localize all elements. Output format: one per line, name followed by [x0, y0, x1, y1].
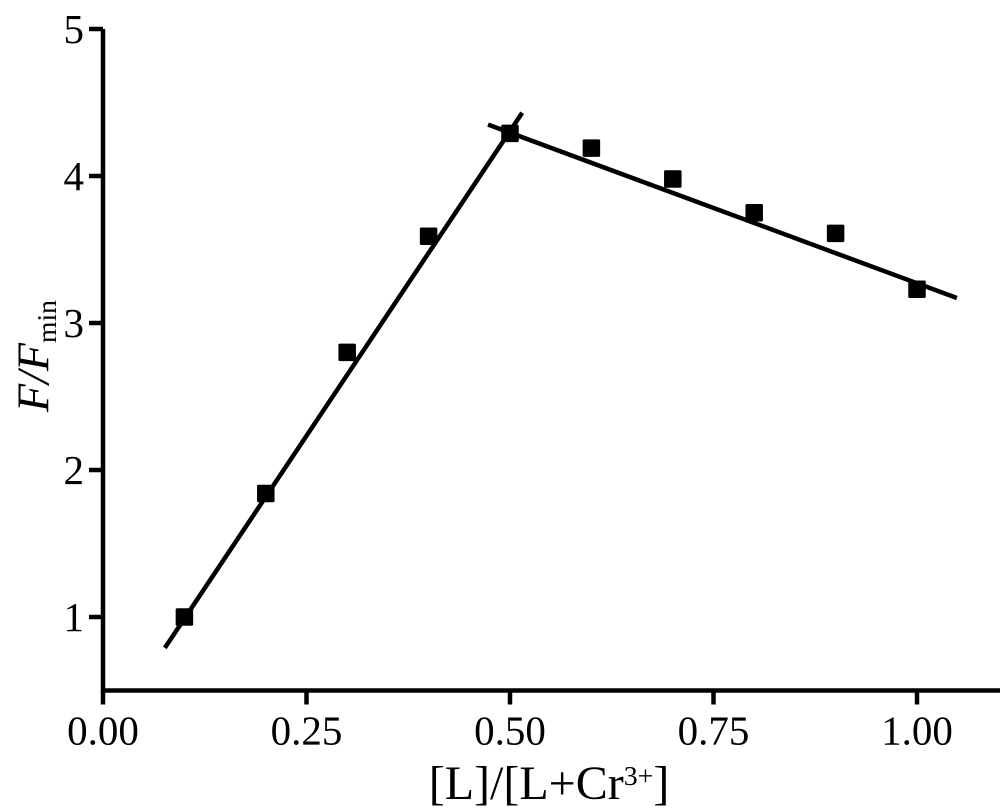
data-point-marker	[664, 170, 682, 188]
x-axis-label: [L]/[L+Cr3+]	[429, 756, 670, 811]
y-label-slash: /	[7, 371, 59, 384]
y-label-min-subscript: min	[31, 300, 63, 343]
axis-lines	[100, 29, 1000, 693]
x-tick-label: 0.50	[474, 708, 546, 754]
x-tick-label: 0.75	[678, 708, 750, 754]
data-point-marker	[501, 124, 519, 143]
falling-fit-line	[487, 122, 958, 301]
y-tick-label: 5	[64, 6, 85, 52]
y-tick-label: 3	[64, 300, 85, 346]
rising-fit-line	[162, 111, 525, 650]
y-tick-label: 1	[64, 594, 85, 640]
data-point-marker	[826, 224, 845, 243]
data-point-marker	[745, 204, 763, 222]
data-point-marker	[338, 343, 356, 362]
y-axis-label: F/Fmin	[7, 300, 63, 412]
data-point-marker	[175, 608, 194, 626]
data-point-marker	[582, 139, 601, 157]
x-label-close-bracket: ]	[653, 757, 670, 810]
x-label-charge-superscript: 3+	[623, 761, 654, 793]
y-tick-label: 2	[64, 447, 85, 493]
x-tick-label: 0.25	[271, 708, 343, 754]
y-label-f-denominator: F	[7, 342, 59, 372]
y-tick-label: 4	[64, 153, 85, 199]
data-point-marker	[419, 227, 438, 246]
y-label-f-numerator: F	[7, 383, 59, 412]
data-point-marker	[908, 280, 926, 298]
x-tick-label: 0.00	[67, 708, 139, 754]
x-tick-label: 1.00	[881, 708, 953, 754]
x-label-main: [L]/[L+Cr	[428, 757, 624, 810]
data-point-marker	[257, 484, 275, 503]
